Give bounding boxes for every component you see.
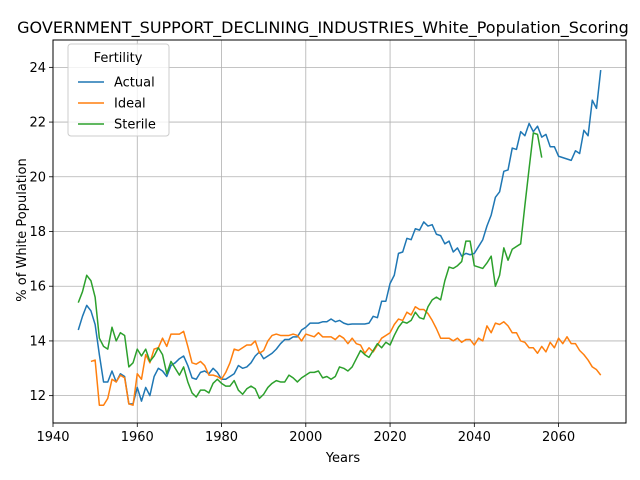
series-line-ideal bbox=[90, 305, 602, 406]
x-tick-label: 1980 bbox=[205, 430, 238, 445]
y-tick-label: 20 bbox=[29, 170, 46, 185]
x-tick-label: 2060 bbox=[542, 430, 575, 445]
y-tick-label: 18 bbox=[29, 225, 46, 240]
chart-title: GOVERNMENT_SUPPORT_DECLINING_INDUSTRIES_… bbox=[17, 18, 629, 38]
legend-entries: Actual Ideal Sterile bbox=[78, 76, 156, 133]
series-line-sterile bbox=[77, 132, 543, 400]
series-layer bbox=[77, 70, 602, 406]
legend-label-sterile: Sterile bbox=[114, 118, 156, 133]
legend-label-ideal: Ideal bbox=[114, 97, 146, 112]
y-axis: 12 14 16 18 20 22 24 bbox=[29, 61, 53, 404]
x-tick-label: 1940 bbox=[36, 430, 69, 445]
legend-title: Fertility bbox=[94, 51, 143, 66]
series-line-actual bbox=[77, 70, 602, 405]
x-axis: 1940 1960 1980 2000 2020 2040 2060 bbox=[36, 423, 575, 445]
legend-label-actual: Actual bbox=[114, 76, 155, 91]
legend: Fertility Actual Ideal Sterile bbox=[67, 43, 170, 137]
legend-box bbox=[67, 43, 170, 137]
y-tick-label: 22 bbox=[29, 116, 46, 131]
y-tick-label: 14 bbox=[29, 334, 46, 349]
x-tick-label: 2020 bbox=[374, 430, 407, 445]
x-axis-label: Years bbox=[325, 451, 361, 466]
y-tick-label: 24 bbox=[29, 61, 46, 76]
x-tick-label: 2040 bbox=[458, 430, 491, 445]
x-tick-label: 2000 bbox=[289, 430, 322, 445]
y-tick-label: 12 bbox=[29, 389, 46, 404]
y-axis-label: % of White Population bbox=[15, 158, 30, 301]
x-tick-label: 1960 bbox=[121, 430, 154, 445]
grid bbox=[52, 40, 626, 423]
y-tick-label: 16 bbox=[29, 280, 46, 295]
